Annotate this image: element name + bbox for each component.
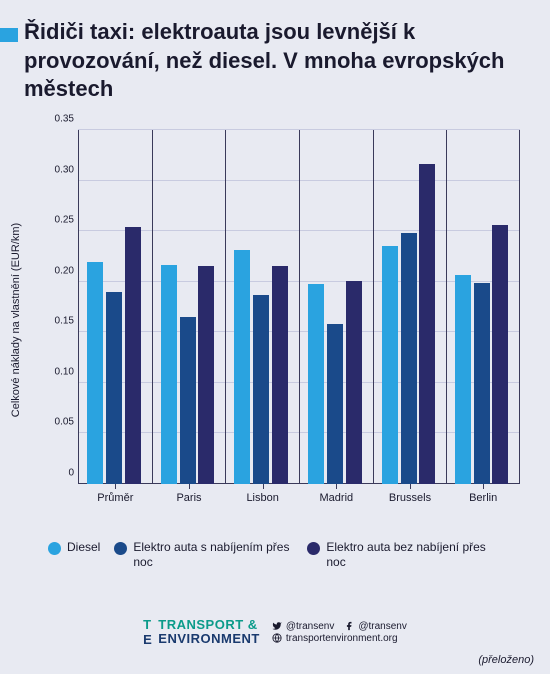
legend-swatch (48, 542, 61, 555)
x-tick-mark (263, 484, 264, 489)
category-group: Brussels (373, 130, 447, 484)
bar (106, 292, 122, 484)
bar (419, 164, 435, 484)
footer: TE TRANSPORT & ENVIRONMENT @transenv @tr… (0, 618, 550, 646)
legend-swatch (307, 542, 320, 555)
y-tick-label: 0 (40, 468, 74, 479)
page-title: Řidiči taxi: elektroauta jsou levnější k… (24, 18, 526, 104)
facebook-handle: @transenv (358, 621, 407, 632)
y-tick-label: 0.15 (40, 316, 74, 327)
bar (180, 317, 196, 484)
facebook-link[interactable]: @transenv (344, 621, 407, 632)
social-links: @transenv @transenv transportenvironment… (272, 621, 407, 644)
legend-item: Elektro auta s nabíjením přes noc (114, 540, 293, 570)
legend-label: Elektro auta bez nabíjení přes noc (326, 540, 486, 570)
bar (346, 281, 362, 484)
x-tick-label: Průměr (79, 492, 152, 504)
legend-label: Elektro auta s nabíjením přes noc (133, 540, 293, 570)
brand-logo: TE TRANSPORT & ENVIRONMENT (143, 618, 260, 646)
legend-swatch (114, 542, 127, 555)
bar (125, 227, 141, 484)
logo-mark: TE (143, 618, 152, 646)
legend: Diesel Elektro auta s nabíjením přes noc E… (48, 540, 520, 570)
bar (401, 233, 417, 484)
y-tick-label: 0.35 (40, 114, 74, 125)
legend-item: Diesel (48, 540, 100, 555)
category-group: Madrid (299, 130, 373, 484)
bar (272, 266, 288, 484)
bar (455, 275, 471, 484)
y-tick-label: 0.20 (40, 265, 74, 276)
y-tick-label: 0.05 (40, 417, 74, 428)
twitter-link[interactable]: @transenv (272, 621, 335, 632)
category-group: Lisbon (225, 130, 299, 484)
category-group: Průměr (78, 130, 152, 484)
x-tick-mark (189, 484, 190, 489)
cost-chart: Celkové náklady na vlastnění (EUR/km) 00… (48, 130, 520, 510)
bar (161, 265, 177, 484)
legend-label: Diesel (67, 540, 100, 555)
y-tick-label: 0.25 (40, 215, 74, 226)
twitter-icon (272, 621, 282, 631)
y-axis-label: Celkové náklady na vlastnění (EUR/km) (10, 223, 22, 417)
category-group: Paris (152, 130, 226, 484)
x-tick-mark (336, 484, 337, 489)
bar (382, 246, 398, 484)
y-tick-label: 0.30 (40, 164, 74, 175)
translated-note: (přeloženo) (478, 654, 534, 666)
bar (234, 250, 250, 484)
globe-icon (272, 633, 282, 643)
bar (198, 266, 214, 484)
x-tick-label: Lisbon (226, 492, 299, 504)
logo-line2: ENVIRONMENT (158, 631, 260, 646)
x-tick-label: Brussels (374, 492, 447, 504)
x-tick-label: Paris (153, 492, 226, 504)
x-tick-label: Madrid (300, 492, 373, 504)
website-url: transportenvironment.org (286, 633, 398, 644)
x-tick-label: Berlin (447, 492, 519, 504)
bar (492, 225, 508, 484)
y-tick-label: 0.10 (40, 366, 74, 377)
x-tick-mark (410, 484, 411, 489)
x-tick-mark (115, 484, 116, 489)
bar (253, 295, 269, 484)
twitter-handle: @transenv (286, 621, 335, 632)
legend-item: Elektro auta bez nabíjení přes noc (307, 540, 486, 570)
bar (327, 324, 343, 484)
plot-area: 00.050.100.150.200.250.300.35PrůměrParis… (78, 130, 520, 484)
bar (87, 262, 103, 485)
website-link[interactable]: transportenvironment.org (272, 633, 407, 644)
bar (474, 283, 490, 484)
x-tick-mark (483, 484, 484, 489)
category-group: Berlin (446, 130, 520, 484)
bar (308, 284, 324, 484)
title-accent-bar (0, 28, 18, 42)
facebook-icon (344, 621, 354, 631)
